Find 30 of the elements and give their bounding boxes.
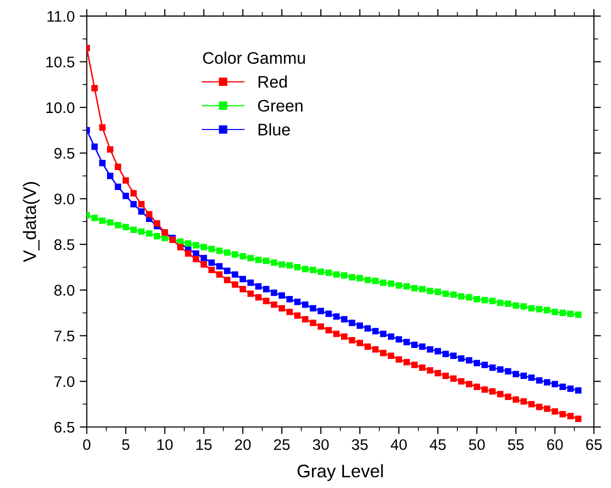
x-axis-title: Gray Level: [298, 464, 383, 481]
y-tick-label: 10.5: [46, 56, 74, 68]
x-tick-label: 55: [508, 439, 524, 450]
y-tick-label: 6.5: [54, 422, 74, 433]
x-tick-label: 50: [468, 439, 485, 450]
x-tick-label: 10: [157, 439, 173, 450]
legend-label: Green: [258, 100, 302, 112]
x-tick-label: 20: [235, 439, 251, 450]
y-tick-label: 10.0: [46, 102, 74, 114]
y-tick-label: 8.0: [54, 284, 74, 296]
x-tick-label: 25: [274, 439, 290, 450]
x-tick-label: 65: [586, 439, 602, 450]
y-tick-label: 7.0: [54, 376, 74, 388]
x-tick-label: 45: [430, 439, 446, 450]
x-tick-label: 5: [122, 439, 130, 450]
legend-label: Red: [258, 76, 287, 88]
x-tick-label: 15: [196, 439, 212, 450]
legend-title: Color Gammu: [203, 52, 305, 64]
x-tick-label: 60: [547, 439, 563, 450]
legend-label: Blue: [258, 123, 290, 136]
x-tick-label: 30: [312, 439, 329, 450]
y-tick-label: 9.5: [54, 148, 74, 159]
y-tick-label: 7.5: [54, 330, 74, 342]
y-axis-title: V_data(V): [22, 182, 40, 262]
x-tick-label: 35: [352, 439, 368, 450]
y-tick-label: 9.0: [54, 194, 74, 204]
y-tick-label: 8.5: [54, 239, 74, 250]
x-tick-label: 0: [83, 439, 90, 450]
y-tick-label: 11.0: [48, 10, 74, 22]
x-tick-label: 40: [390, 439, 407, 450]
